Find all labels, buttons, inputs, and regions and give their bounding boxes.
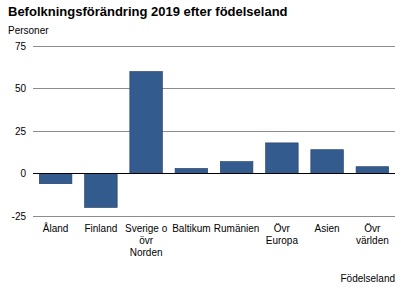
- x-tick-label: Finland: [84, 223, 117, 234]
- x-tick-label: Rumänien: [214, 223, 260, 234]
- label-line: Europa: [266, 235, 299, 246]
- chart: Befolkningsförändring 2019 efter födelse…: [0, 0, 401, 290]
- grid-line: [33, 173, 395, 174]
- label-line: världen: [356, 235, 389, 246]
- x-tick-label: Baltikum: [172, 223, 210, 234]
- label-line: Åland: [43, 222, 69, 234]
- bars: [39, 72, 388, 208]
- zero-axis: [33, 173, 395, 174]
- label-line: Asien: [315, 223, 340, 234]
- label-line: Norden: [130, 247, 163, 258]
- label-line: Rumänien: [214, 223, 260, 234]
- x-label: Födelseland: [341, 273, 395, 284]
- label-line: Övr: [274, 223, 291, 234]
- y-label: Personer: [8, 25, 49, 36]
- bar: [266, 143, 299, 174]
- x-tick-label: Asien: [315, 223, 340, 234]
- bar: [356, 167, 389, 174]
- title: Befolkningsförändring 2019 efter födelse…: [8, 4, 288, 19]
- x-tick-label: Övrvärlden: [356, 223, 389, 246]
- y-tick-label: 25: [15, 126, 27, 137]
- x-tick-label: Åland: [43, 222, 69, 234]
- grid-line: [33, 131, 395, 132]
- bar: [175, 168, 208, 173]
- label-line: övr: [139, 235, 154, 246]
- grid-line: [33, 216, 395, 217]
- x-tick-label: Sverige oövrNorden: [125, 223, 168, 258]
- x-tick-label: ÖvrEuropa: [266, 223, 299, 246]
- grid-line: [33, 46, 395, 47]
- y-tick-label: 75: [15, 41, 27, 52]
- bar: [39, 174, 72, 184]
- bar: [130, 72, 163, 174]
- bar: [220, 162, 253, 174]
- y-tick-label: 0: [20, 168, 26, 179]
- bar: [85, 174, 118, 208]
- label-line: Övr: [364, 223, 381, 234]
- label-line: Baltikum: [172, 223, 210, 234]
- label-line: Finland: [84, 223, 117, 234]
- y-tick-label: 50: [15, 83, 27, 94]
- grid-line: [33, 88, 395, 89]
- label-line: Sverige o: [125, 223, 168, 234]
- bar: [311, 150, 344, 174]
- y-tick-label: -25: [12, 211, 27, 222]
